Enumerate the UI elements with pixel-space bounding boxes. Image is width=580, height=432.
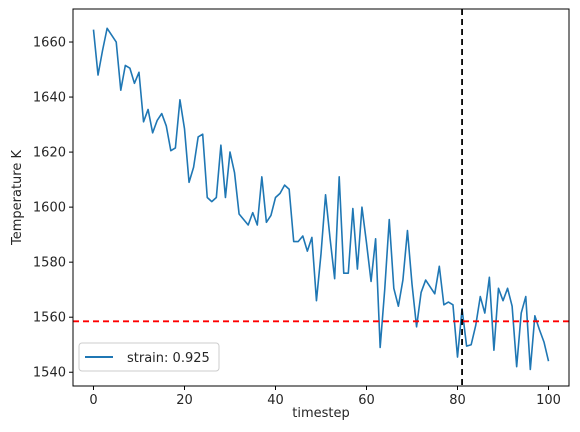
x-tick-label: 0 xyxy=(89,393,97,408)
x-tick-label: 80 xyxy=(449,393,466,408)
x-axis-label: timestep xyxy=(292,406,350,421)
plot-area xyxy=(92,27,550,371)
x-tick-label: 100 xyxy=(536,393,561,408)
y-tick-label: 1640 xyxy=(33,91,66,106)
x-tick-label: 20 xyxy=(176,393,193,408)
y-axis-label: Temperature K xyxy=(10,150,25,246)
y-tick-label: 1600 xyxy=(33,201,66,216)
y-tick-label: 1620 xyxy=(33,146,66,161)
series-line-0 xyxy=(92,27,550,371)
y-tick-label: 1660 xyxy=(33,36,66,51)
x-tick-label: 40 xyxy=(267,393,284,408)
x-tick-label: 60 xyxy=(358,393,375,408)
reference-lines xyxy=(73,9,569,386)
y-tick-label: 1540 xyxy=(33,366,66,381)
legend-entry: strain: 0.925 xyxy=(127,351,210,366)
legend-box xyxy=(78,342,220,372)
legend: strain: 0.925 xyxy=(78,342,220,372)
y-tick-label: 1580 xyxy=(33,256,66,271)
x-axis-ticks: 0 20 40 60 80 100 xyxy=(89,386,561,408)
axes-frame xyxy=(72,8,570,387)
y-axis-ticks: 1540 1560 1580 1600 1620 1640 1660 xyxy=(33,36,73,381)
y-tick-label: 1560 xyxy=(33,311,66,326)
